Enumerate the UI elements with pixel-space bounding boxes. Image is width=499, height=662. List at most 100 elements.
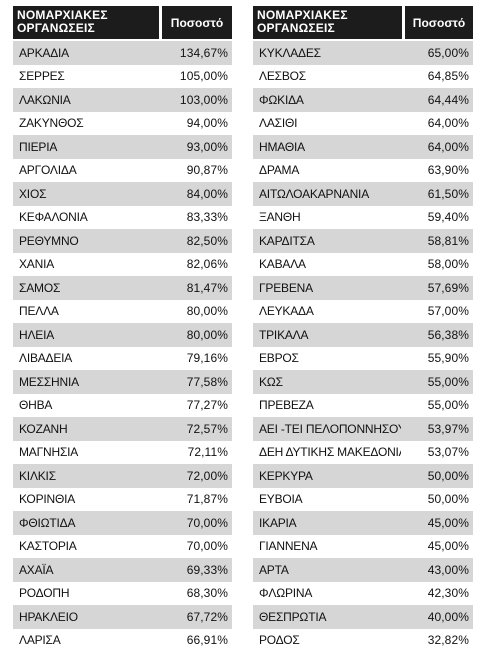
percentage-value: 58,81% xyxy=(427,233,469,248)
organization-name: ΙΚΑΡΙΑ xyxy=(259,515,297,530)
percentage-value: 42,30% xyxy=(427,586,469,601)
table-row: ΙΚΑΡΙΑ 45,00% xyxy=(253,511,473,535)
table-row: ΗΛΕΙΑ 80,00% xyxy=(13,323,232,347)
organization-name: ΣΑΜΟΣ xyxy=(19,280,61,295)
percentage-value: 72,57% xyxy=(186,421,228,436)
table-row: ΑΧΑΪΑ 69,33% xyxy=(13,558,232,582)
percentage-value: 45,00% xyxy=(427,539,469,554)
table-row: ΕΒΡΟΣ 55,90% xyxy=(253,346,473,370)
table-row: ΚΕΡΚΥΡΑ 50,00% xyxy=(253,464,473,488)
percentage-value: 84,00% xyxy=(186,186,228,201)
organization-name: ΠΡΕΒΕΖΑ xyxy=(259,398,314,413)
percentage-value: 80,00% xyxy=(186,327,228,342)
organization-name: ΔΕΗ ΔΥΤΙΚΗΣ ΜΑΚΕΔΟΝΙΑΣ xyxy=(259,445,401,460)
percentage-value: 90,87% xyxy=(186,163,228,178)
percentage-value: 55,00% xyxy=(427,374,469,389)
organization-name: ΚΩΣ xyxy=(259,374,283,389)
organization-name: ΚΕΦΑΛΟΝΙΑ xyxy=(19,210,88,225)
table-row: ΠΙΕΡΙΑ 93,00% xyxy=(13,135,232,159)
percentage-value: 69,33% xyxy=(186,562,228,577)
organization-name: ΚΙΛΚΙΣ xyxy=(19,468,56,483)
table-row: ΦΩΚΙΔΑ 64,44% xyxy=(253,88,473,112)
percentage-value: 57,00% xyxy=(427,304,469,319)
table-row: ΘΗΒΑ 77,27% xyxy=(13,393,232,417)
percentage-value: 103,00% xyxy=(179,92,228,107)
table-row: ΖΑΚΥΝΘΟΣ 94,00% xyxy=(13,111,232,135)
percentage-value: 77,58% xyxy=(186,374,228,389)
percentage-value: 134,67% xyxy=(179,45,228,60)
organization-name: ΔΡΑΜΑ xyxy=(259,163,300,178)
table-row: ΔΕΗ ΔΥΤΙΚΗΣ ΜΑΚΕΔΟΝΙΑΣ 53,07% xyxy=(253,440,473,464)
percentage-value: 79,16% xyxy=(186,351,228,366)
organization-name: ΡΟΔΟΠΗ xyxy=(19,586,70,601)
table-row: ΡΟΔΟΠΗ 68,30% xyxy=(13,581,232,605)
table-row: ΚΑΒΑΛΑ 58,00% xyxy=(253,252,473,276)
table-row: ΧΙΟΣ 84,00% xyxy=(13,182,232,206)
table-row: ΚΕΦΑΛΟΝΙΑ 83,33% xyxy=(13,205,232,229)
left-table: ΝΟΜΑΡΧΙΑΚΕΣ ΟΡΓΑΝΩΣΕΙΣ Ποσοστό ΑΡΚΑΔΙΑ 13… xyxy=(13,6,232,652)
table-row: ΠΡΕΒΕΖΑ 55,00% xyxy=(253,393,473,417)
percentage-value: 64,00% xyxy=(427,116,469,131)
percentage-value: 83,33% xyxy=(186,210,228,225)
organization-name: ΗΡΑΚΛΕΙΟ xyxy=(19,609,78,624)
table-row: ΗΡΑΚΛΕΙΟ 67,72% xyxy=(13,605,232,629)
table-row: ΛΑΚΩΝΙΑ 103,00% xyxy=(13,88,232,112)
organization-name: ΤΡΙΚΑΛΑ xyxy=(259,327,309,342)
table-row: ΛΑΡΙΣΑ 66,91% xyxy=(13,628,232,652)
percentage-value: 65,00% xyxy=(427,45,469,60)
table-row: ΡΟΔΟΣ 32,82% xyxy=(253,628,473,652)
percentage-value: 70,00% xyxy=(186,515,228,530)
table-row: ΕΥΒΟΙΑ 50,00% xyxy=(253,487,473,511)
table-row: ΦΘΙΩΤΙΔΑ 70,00% xyxy=(13,511,232,535)
organization-name: ΚΕΡΚΥΡΑ xyxy=(259,468,313,483)
percentage-value: 71,87% xyxy=(186,492,228,507)
organization-name: ΚΑΒΑΛΑ xyxy=(259,257,306,272)
percentage-value: 105,00% xyxy=(179,69,228,84)
header-organizations: ΝΟΜΑΡΧΙΑΚΕΣ ΟΡΓΑΝΩΣΕΙΣ xyxy=(253,6,405,39)
organization-name: ΑΡΤΑ xyxy=(259,562,289,577)
organization-name: ΑΡΚΑΔΙΑ xyxy=(19,45,69,60)
organization-name: ΠΙΕΡΙΑ xyxy=(19,139,58,154)
percentage-value: 72,11% xyxy=(187,445,228,460)
table-row: ΚΥΚΛΑΔΕΣ 65,00% xyxy=(253,41,473,65)
percentage-value: 64,00% xyxy=(427,139,469,154)
table-row: ΚΙΛΚΙΣ 72,00% xyxy=(13,464,232,488)
table-row: ΑΡΚΑΔΙΑ 134,67% xyxy=(13,41,232,65)
organization-name: ΡΟΔΟΣ xyxy=(259,633,300,648)
percentage-value: 55,00% xyxy=(427,398,469,413)
table-row: ΣΕΡΡΕΣ 105,00% xyxy=(13,64,232,88)
organization-name: ΖΑΚΥΝΘΟΣ xyxy=(19,116,84,131)
percentage-value: 67,72% xyxy=(186,609,228,624)
table-row: ΑΡΓΟΛΙΔΑ 90,87% xyxy=(13,158,232,182)
organization-name: ΛΑΚΩΝΙΑ xyxy=(19,92,71,107)
organization-name: ΗΛΕΙΑ xyxy=(19,327,55,342)
organization-name: ΜΑΓΝΗΣΙΑ xyxy=(19,445,79,460)
table-row: ΑΙΤΩΛΟΑΚΑΡΝΑΝΙΑ 61,50% xyxy=(253,182,473,206)
percentage-value: 77,27% xyxy=(186,398,228,413)
organization-name: ΚΟΡΙΝΘΙΑ xyxy=(19,492,76,507)
table-row: ΛΙΒΑΔΕΙΑ 79,16% xyxy=(13,346,232,370)
organization-name: ΑΡΓΟΛΙΔΑ xyxy=(19,163,77,178)
table-row: ΑΕΙ -ΤΕΙ ΠΕΛΟΠΟΝΝΗΣΟΥ 53,97% xyxy=(253,417,473,441)
organization-name: ΡΕΘΥΜΝΟ xyxy=(19,233,79,248)
header-percentage: Ποσοστό xyxy=(412,15,466,30)
percentage-value: 68,30% xyxy=(186,586,228,601)
table-row: ΧΑΝΙΑ 82,06% xyxy=(13,252,232,276)
table-row: ΤΡΙΚΑΛΑ 56,38% xyxy=(253,323,473,347)
table-row: ΚΑΡΔΙΤΣΑ 58,81% xyxy=(253,229,473,253)
left-table-body: ΑΡΚΑΔΙΑ 134,67% ΣΕΡΡΕΣ 105,00% ΛΑΚΩΝΙΑ 103,00… xyxy=(13,41,232,652)
table-row: ΛΕΣΒΟΣ 64,85% xyxy=(253,64,473,88)
percentage-value: 53,97% xyxy=(427,421,469,436)
percentage-value: 61,50% xyxy=(427,186,469,201)
organization-name: ΠΕΛΛΑ xyxy=(19,304,59,319)
percentage-value: 50,00% xyxy=(427,468,469,483)
percentage-value: 82,06% xyxy=(186,257,228,272)
table-row: ΠΕΛΛΑ 80,00% xyxy=(13,299,232,323)
table-row: ΗΜΑΘΙΑ 64,00% xyxy=(253,135,473,159)
table-row: ΛΑΣΙΘΙ 64,00% xyxy=(253,111,473,135)
percentage-value: 64,44% xyxy=(427,92,469,107)
table-row: ΑΡΤΑ 43,00% xyxy=(253,558,473,582)
table-row: ΡΕΘΥΜΝΟ 82,50% xyxy=(13,229,232,253)
table-row: ΚΟΖΑΝΗ 72,57% xyxy=(13,417,232,441)
